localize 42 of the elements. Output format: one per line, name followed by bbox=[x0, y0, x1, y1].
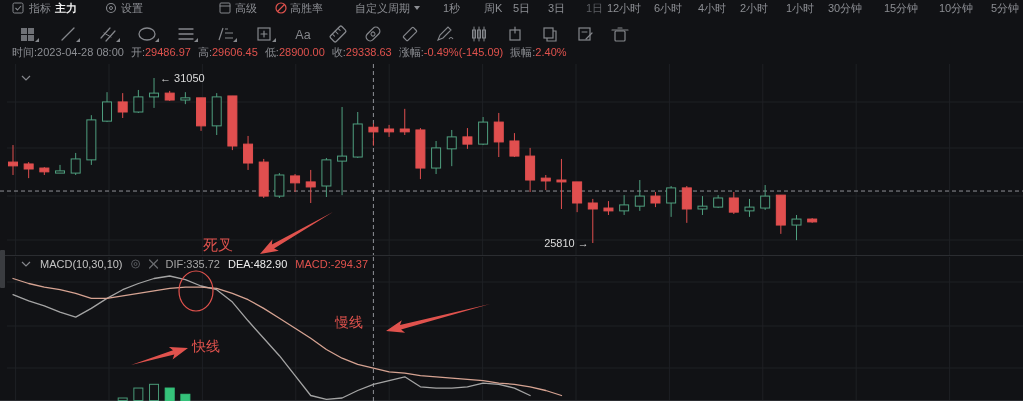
bar bbox=[180, 393, 191, 401]
text: 涨幅:-0.49%(-145.09) bbox=[398, 46, 504, 58]
annotation: 25810 → bbox=[544, 237, 589, 249]
chart-title: MACD(10,30,10) bbox=[40, 258, 123, 270]
annotation: 死叉 bbox=[203, 236, 233, 253]
bar bbox=[164, 387, 175, 401]
text: 时间:2023-04-28 08:00 bbox=[12, 46, 124, 58]
text: 开:29486.97 bbox=[130, 46, 191, 58]
text: 周K bbox=[484, 2, 503, 14]
text: 2小时 bbox=[740, 2, 769, 14]
text: DIF:335.72 bbox=[165, 258, 220, 270]
text: 3日 bbox=[548, 2, 566, 14]
text: 低:28900.00 bbox=[264, 46, 325, 58]
text: 设置 bbox=[121, 2, 143, 14]
text: 主力 bbox=[54, 2, 77, 14]
text: 30分钟 bbox=[828, 2, 863, 14]
bar bbox=[117, 397, 128, 401]
annotation: ← 31050 bbox=[160, 72, 205, 84]
text: 高胜率 bbox=[290, 2, 323, 14]
text: 5分钟 bbox=[991, 2, 1020, 14]
text: 15分钟 bbox=[884, 2, 919, 14]
text: MACD:-294.37 bbox=[295, 258, 369, 270]
text: 1小时 bbox=[786, 2, 815, 14]
bar bbox=[133, 387, 144, 401]
annotation: 慢线 bbox=[334, 314, 363, 330]
text: 4小时 bbox=[698, 2, 727, 14]
text: 高级 bbox=[235, 2, 257, 14]
text: 10分钟 bbox=[939, 2, 974, 14]
text: 振幅:2.40% bbox=[510, 46, 567, 58]
bar bbox=[149, 383, 160, 401]
text: DEA:482.90 bbox=[227, 258, 288, 270]
text: 收:29338.63 bbox=[331, 46, 392, 58]
text: 5日 bbox=[513, 2, 531, 14]
text: 1秒 bbox=[443, 2, 461, 14]
text: 指标 bbox=[28, 2, 51, 14]
text: 6小时 bbox=[654, 2, 683, 14]
text: 1日 bbox=[586, 2, 604, 14]
text: 高:29606.45 bbox=[197, 46, 258, 58]
annotation: 快线 bbox=[191, 338, 220, 354]
text: 自定义周期 bbox=[355, 2, 410, 14]
text: Aa bbox=[295, 28, 311, 42]
text: 12小时 bbox=[607, 2, 642, 14]
